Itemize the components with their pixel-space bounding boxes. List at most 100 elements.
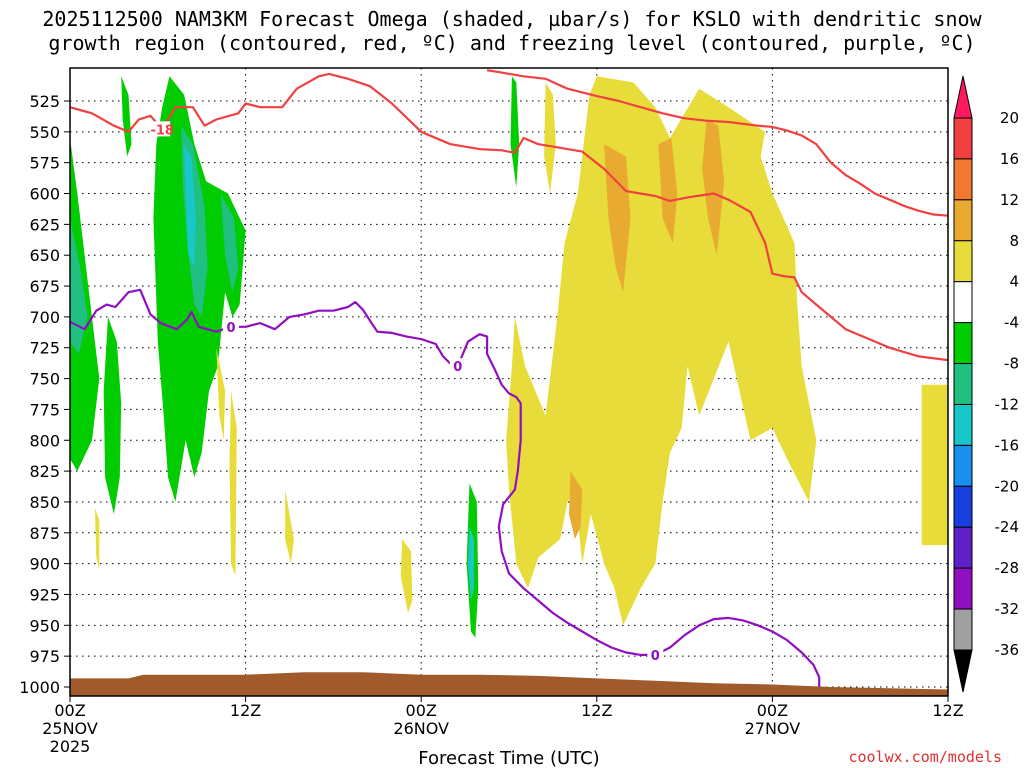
colorbar-arrow-bottom: [953, 649, 973, 693]
colorbar-box: [953, 322, 973, 365]
omega-region-22: [400, 539, 413, 613]
colorbar-label: -16: [995, 436, 1020, 454]
omega-region-7: [220, 193, 239, 293]
colorbar-box: [953, 199, 973, 242]
colorbar-label: -36: [995, 641, 1020, 659]
x-tick-label: 12Z: [581, 701, 612, 720]
omega-region-15: [702, 119, 725, 256]
colorbar-box: [953, 608, 973, 651]
colorbar-label: 12: [1000, 191, 1019, 209]
omega-region-19: [229, 390, 237, 576]
colorbar-box: [953, 444, 973, 487]
omega-region-16: [569, 471, 583, 539]
omega-region-18: [216, 347, 226, 441]
colorbar-box: [953, 117, 973, 160]
y-tick-label: 925: [29, 585, 60, 604]
omega-region-13: [604, 144, 631, 293]
contour-label: 0: [226, 321, 235, 336]
omega-region-11: [506, 76, 817, 626]
contour-label-bg: [449, 358, 466, 374]
contour-label-bg: [222, 318, 239, 334]
omega-region-1: [70, 218, 88, 354]
omega-region-8: [510, 76, 520, 188]
x-tick-label: 00Z: [54, 701, 85, 720]
contour-label-bg: [647, 646, 664, 662]
y-tick-label: 850: [29, 493, 60, 512]
grid-layer: [70, 68, 948, 696]
contour-line-0: [70, 72, 948, 362]
colorbar-box: [953, 485, 973, 528]
colorbar-label: 16: [1000, 150, 1019, 168]
y-tick-label: 775: [29, 400, 60, 419]
colorbar-label: -20: [995, 477, 1020, 495]
x-tick-label: 27NOV: [745, 719, 801, 738]
colorbar-label: -24: [995, 518, 1020, 536]
omega-region-14: [658, 138, 678, 243]
colorbar-box: [953, 526, 973, 569]
x-tick-label: 2025: [50, 737, 91, 756]
plot-frame: [69, 67, 949, 697]
colorbar-label: -8: [1004, 355, 1019, 373]
y-tick-label: 525: [29, 92, 60, 111]
x-tick-label: 00Z: [757, 701, 788, 720]
colorbar-box: [953, 281, 973, 324]
ground-surface: [70, 672, 948, 696]
colorbar-label: -32: [995, 600, 1020, 618]
omega-region-21: [285, 489, 294, 564]
colorbar-arrow-top: [953, 75, 973, 119]
omega-region-10: [468, 526, 474, 601]
x-tick-label: 00Z: [406, 701, 437, 720]
omega-region-6: [184, 144, 196, 268]
y-axis: 525 550 575 600 625 650 675 700 725 750 775 800 825 8…: [19, 92, 70, 697]
contour-line-2: [70, 288, 821, 687]
contour-layer: -18 0 0 0: [70, 69, 948, 687]
colorbar-box: [953, 403, 973, 446]
y-tick-label: 900: [29, 555, 60, 574]
colorbar-label: -28: [995, 559, 1020, 577]
colorbar-label: -12: [995, 395, 1020, 413]
contour-label: 0: [453, 360, 462, 375]
colorbar-box: [953, 158, 973, 201]
y-tick-label: 600: [29, 185, 60, 204]
colorbar-box: [953, 567, 973, 610]
contour-label: -18: [150, 123, 174, 138]
omega-region-12: [544, 82, 556, 194]
y-tick-label: 975: [29, 647, 60, 666]
ground-layer: [70, 672, 948, 696]
y-tick-label: 825: [29, 462, 60, 481]
omega-region-3: [121, 76, 132, 157]
y-tick-label: 800: [29, 431, 60, 450]
y-tick-label: 650: [29, 246, 60, 265]
contour-line-1: [486, 69, 948, 217]
y-tick-label: 950: [29, 616, 60, 635]
credit-text: coolwx.com/models: [848, 748, 1002, 766]
x-tick-label: 12Z: [230, 701, 261, 720]
y-tick-label: 1000: [19, 678, 60, 697]
colorbar-label: 8: [1009, 232, 1019, 250]
omega-region-20: [94, 508, 100, 570]
colorbar-box: [953, 240, 973, 283]
y-tick-label: 875: [29, 524, 60, 543]
y-tick-label: 750: [29, 370, 60, 389]
contour-label: 0: [651, 649, 660, 664]
x-tick-label: 12Z: [932, 701, 963, 720]
y-tick-label: 625: [29, 215, 60, 234]
y-tick-label: 675: [29, 277, 60, 296]
y-tick-label: 700: [29, 308, 60, 327]
x-tick-label: 25NOV: [42, 719, 98, 738]
colorbar-label: -4: [1004, 314, 1019, 332]
omega-shading-layer: [70, 76, 948, 638]
omega-region-2: [103, 316, 122, 515]
omega-region-17: [921, 384, 948, 546]
colorbar-label: 20: [1000, 109, 1019, 127]
x-tick-label: 26NOV: [393, 719, 449, 738]
colorbar-label: 4: [1009, 273, 1019, 291]
chart-title-line2: growth region (contoured, red, ºC) and f…: [48, 31, 975, 55]
colorbar: 20 16 12 8 4 -4 -8 -12 -16 -20 -24 -28 -32 -36: [953, 75, 1020, 693]
chart-title-line1: 2025112500 NAM3KM Forecast Omega (shaded…: [42, 7, 982, 31]
y-tick-label: 550: [29, 123, 60, 142]
colorbar-box: [953, 363, 973, 405]
x-axis-label: Forecast Time (UTC): [418, 748, 599, 768]
y-tick-label: 575: [29, 154, 60, 173]
